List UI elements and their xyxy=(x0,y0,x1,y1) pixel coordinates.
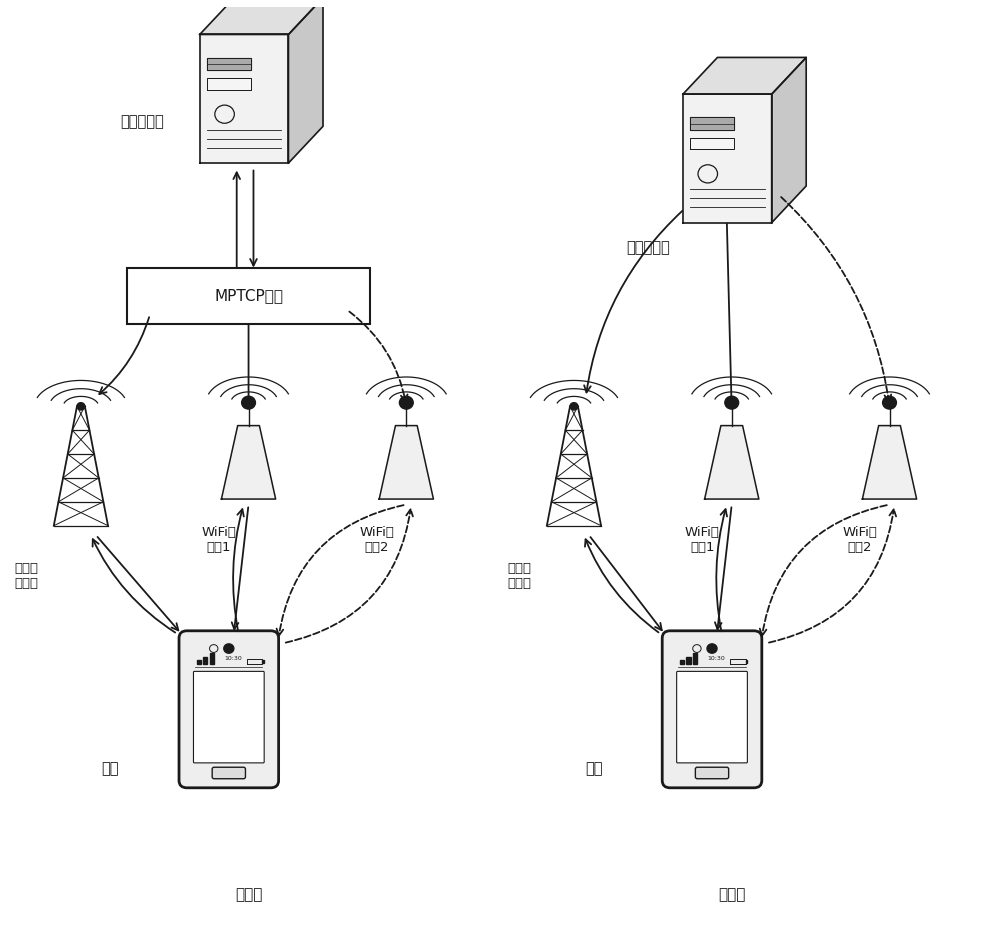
Polygon shape xyxy=(680,661,684,665)
Text: 10:30: 10:30 xyxy=(707,656,725,662)
FancyBboxPatch shape xyxy=(193,671,264,763)
Polygon shape xyxy=(690,138,734,149)
Circle shape xyxy=(725,396,739,409)
Polygon shape xyxy=(683,58,806,94)
Text: 10:30: 10:30 xyxy=(224,656,242,662)
FancyBboxPatch shape xyxy=(677,671,747,763)
Polygon shape xyxy=(200,34,288,163)
Polygon shape xyxy=(221,426,276,499)
Polygon shape xyxy=(288,0,323,163)
Text: WiFi接
入点2: WiFi接 入点2 xyxy=(842,526,877,554)
Polygon shape xyxy=(207,58,251,71)
Polygon shape xyxy=(547,406,601,526)
Polygon shape xyxy=(200,0,323,34)
Circle shape xyxy=(224,644,234,653)
Circle shape xyxy=(399,396,413,409)
FancyBboxPatch shape xyxy=(695,767,729,779)
Polygon shape xyxy=(203,656,207,665)
Polygon shape xyxy=(683,94,772,223)
Text: WiFi接
入点2: WiFi接 入点2 xyxy=(359,526,394,554)
Text: WiFi接
入点1: WiFi接 入点1 xyxy=(202,526,236,554)
Polygon shape xyxy=(197,661,201,665)
FancyBboxPatch shape xyxy=(662,631,762,788)
Circle shape xyxy=(77,403,85,410)
Circle shape xyxy=(883,396,896,409)
Circle shape xyxy=(242,396,255,409)
Polygon shape xyxy=(210,652,214,665)
Polygon shape xyxy=(686,656,691,665)
Polygon shape xyxy=(54,406,108,526)
Text: 应用服务器: 应用服务器 xyxy=(626,240,670,255)
Text: 终端: 终端 xyxy=(585,761,602,776)
Text: 蜂窝网
络基站: 蜂窝网 络基站 xyxy=(15,562,39,590)
Circle shape xyxy=(570,403,578,410)
Text: WiFi接
入点1: WiFi接 入点1 xyxy=(685,526,720,554)
Polygon shape xyxy=(207,78,251,89)
Polygon shape xyxy=(862,426,917,499)
FancyBboxPatch shape xyxy=(212,767,245,779)
Text: 场景一: 场景一 xyxy=(235,887,262,902)
Polygon shape xyxy=(705,426,759,499)
Text: MPTCP代理: MPTCP代理 xyxy=(214,289,283,304)
FancyBboxPatch shape xyxy=(127,268,370,324)
Polygon shape xyxy=(746,660,747,663)
Text: 终端: 终端 xyxy=(102,761,119,776)
FancyBboxPatch shape xyxy=(179,631,279,788)
Polygon shape xyxy=(262,660,264,663)
Polygon shape xyxy=(379,426,433,499)
Polygon shape xyxy=(690,117,734,130)
Circle shape xyxy=(707,644,717,653)
Text: 应用服务器: 应用服务器 xyxy=(120,115,164,130)
Polygon shape xyxy=(693,652,697,665)
Polygon shape xyxy=(772,58,806,223)
Text: 场景二: 场景二 xyxy=(718,887,745,902)
Text: 蜂窝网
络基站: 蜂窝网 络基站 xyxy=(508,562,532,590)
